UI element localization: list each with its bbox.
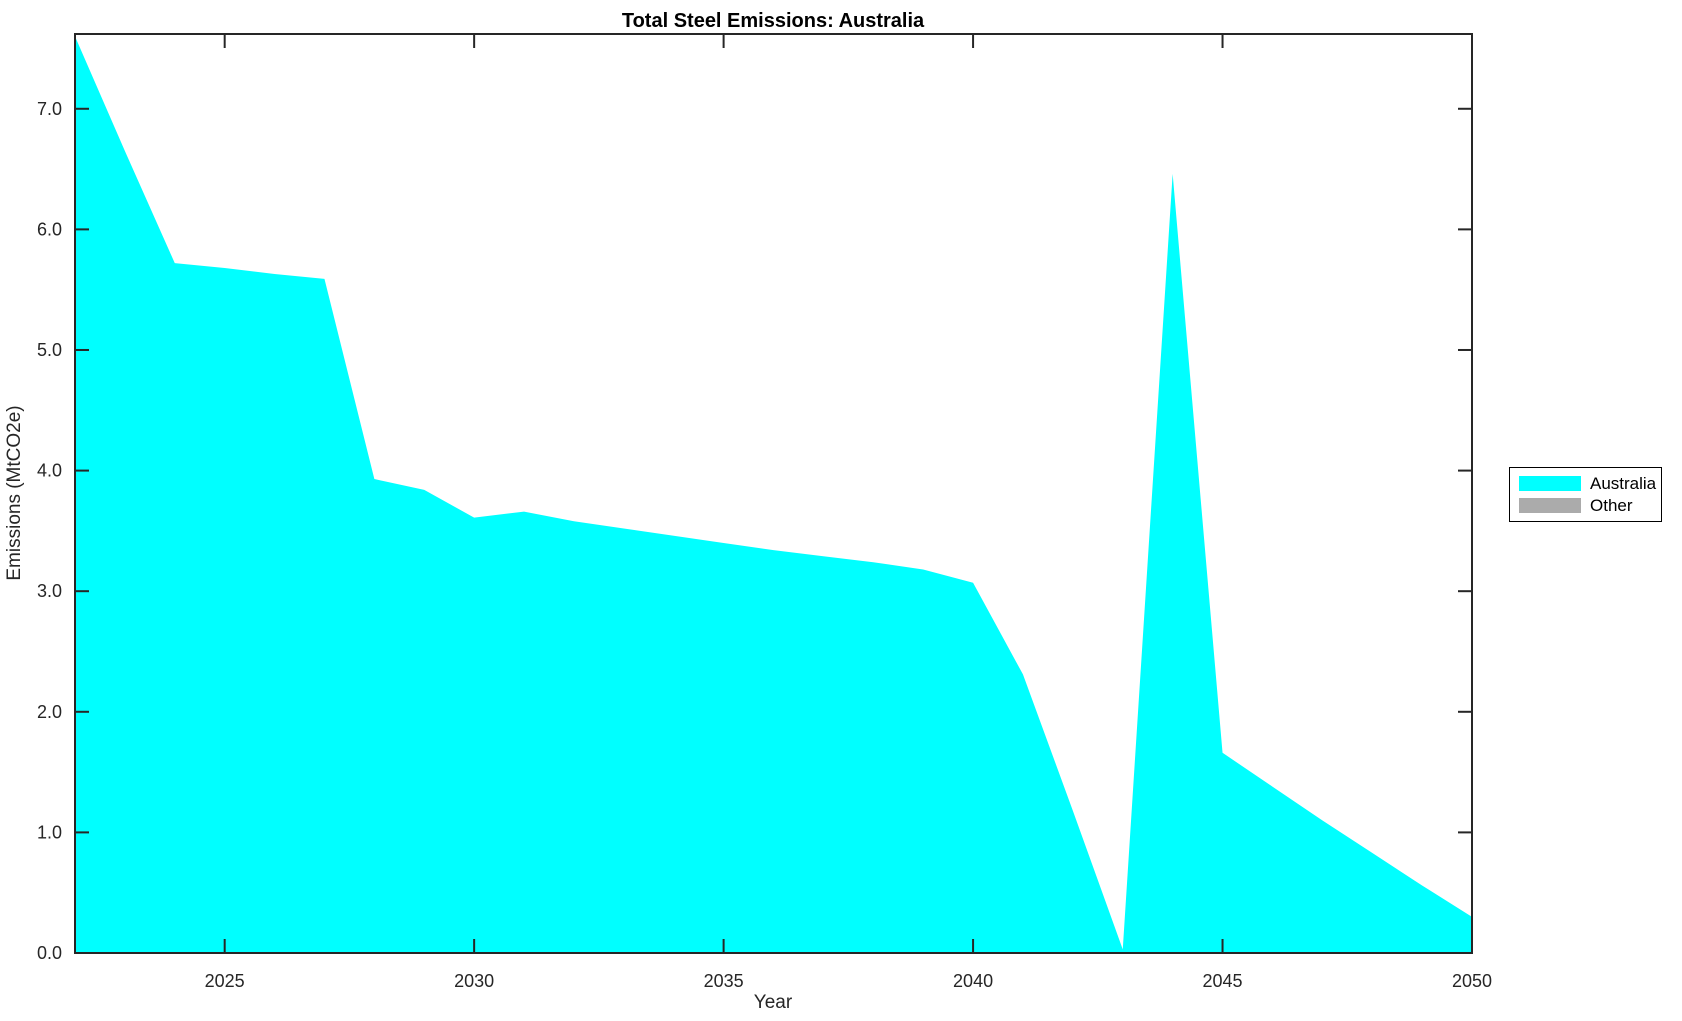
- x-tick-label: 2030: [454, 971, 494, 991]
- chart-title: Total Steel Emissions: Australia: [622, 10, 925, 32]
- y-tick-label: 5.0: [37, 340, 62, 360]
- legend-label-other: Other: [1590, 495, 1633, 515]
- y-axis-label: Emissions (MtCO2e): [4, 405, 25, 580]
- x-tick-label: 2045: [1203, 971, 1243, 991]
- x-axis-label: Year: [754, 992, 793, 1013]
- y-tick-label: 4.0: [37, 461, 62, 481]
- y-tick-label: 7.0: [37, 99, 62, 119]
- x-tick-label: 2025: [205, 971, 245, 991]
- legend-label-australia: Australia: [1590, 473, 1657, 493]
- legend-item-other: Other: [1519, 495, 1652, 515]
- australia-series-swatch: [1519, 476, 1581, 491]
- y-tick-label: 0.0: [37, 943, 62, 963]
- y-tick-label: 2.0: [37, 702, 62, 722]
- x-tick-label: 2040: [953, 971, 993, 991]
- x-tick-label: 2050: [1452, 971, 1492, 991]
- other-series-swatch: [1519, 498, 1581, 513]
- y-tick-label: 6.0: [37, 219, 62, 239]
- legend-item-australia: Australia: [1519, 474, 1656, 493]
- area-series-australia: [75, 36, 1472, 954]
- plot-area: 2025 2030 2035 2040 2045 2050 0.0 1.0 2.0 3.0 4.0 5…: [37, 33, 1492, 991]
- x-tick-label: 2035: [704, 971, 744, 991]
- legend: Australia Other: [1509, 467, 1662, 522]
- y-tick-label: 3.0: [37, 581, 62, 601]
- y-tick-label: 1.0: [37, 822, 62, 842]
